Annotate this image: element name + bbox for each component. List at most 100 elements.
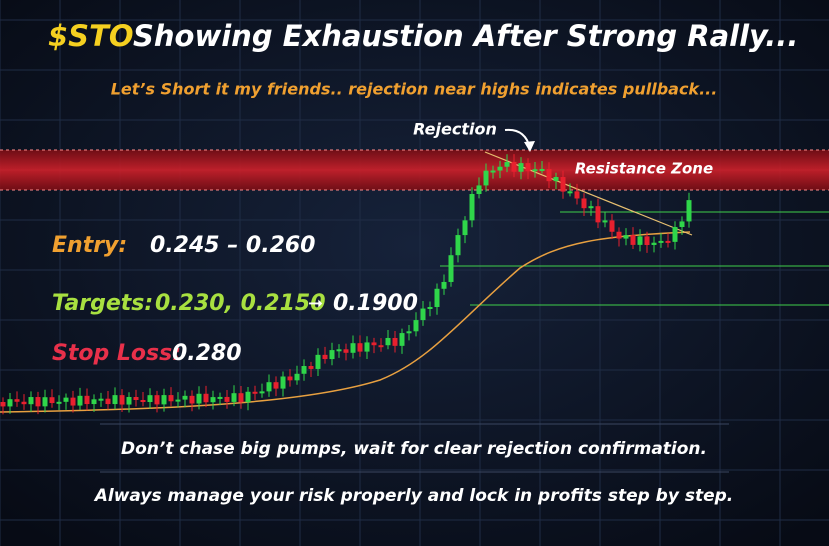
candle [238,393,244,403]
candle [329,350,335,360]
subtitle: Let’s Short it my friends.. rejection ne… [111,80,718,99]
candle [609,220,615,232]
candle [434,288,440,308]
candle [280,376,286,389]
candle [574,191,580,199]
candle [98,398,104,401]
candle [322,354,328,360]
candle [378,345,384,348]
candle [336,349,342,352]
candle [84,395,90,405]
candle [14,399,20,402]
candle [343,349,349,353]
candle [581,198,587,209]
entry-value: 0.245 – 0.260 [150,233,316,258]
candle [651,242,657,245]
candle [483,170,489,186]
candle [21,401,27,405]
candle [518,163,524,172]
candle [686,200,692,222]
stop-value: 0.280 [172,341,242,366]
candle [119,395,125,405]
candle [112,395,118,405]
candle [35,397,41,407]
candle [469,193,475,221]
candle [175,399,181,402]
candle [308,366,314,369]
candle [70,397,76,406]
resistance-label: Resistance Zone [575,160,713,178]
rejection-arrowhead [524,141,535,152]
candle [392,337,398,346]
candle [525,163,531,172]
entry-label: Entry: [52,233,127,258]
candle [350,343,356,353]
candle [28,397,34,405]
candle [364,342,370,352]
candle [532,169,538,172]
candle [252,391,258,394]
candle [147,395,153,403]
candle [644,236,650,245]
candle [63,397,69,402]
candle [49,397,55,404]
candle [266,382,272,392]
candle [455,235,461,256]
candle [497,166,503,171]
candle [7,399,13,407]
candle [539,169,545,172]
candle [588,206,594,209]
footer-line: Always manage your risk properly and loc… [93,486,734,506]
candle [231,393,237,402]
candle [679,221,685,228]
candle [42,397,48,407]
candle [315,354,321,369]
candle [182,395,188,400]
candle [196,393,202,404]
candle [259,391,265,394]
candle [490,170,496,173]
moving-average [0,231,691,413]
candle [294,373,300,381]
candle [672,227,678,242]
candle [371,342,377,346]
candle [385,337,391,346]
candles [0,154,692,415]
candle [203,393,209,403]
candle [504,161,510,167]
candle [56,401,62,404]
candle [448,255,454,282]
ticker: $STO [48,19,134,53]
candle [133,397,139,401]
candle [413,320,419,332]
candle [441,281,447,289]
candle [0,402,6,407]
candle [273,382,279,389]
candle [623,235,629,239]
candle [224,396,230,402]
candle [567,191,573,194]
candle [77,395,83,406]
candle [105,398,111,405]
candle [595,206,601,223]
candle [357,343,363,352]
candle [511,161,517,172]
targets-arrow: ➞ [308,293,323,314]
targets-label: Targets: [52,291,153,316]
candle [287,376,293,381]
resistance-zone [0,150,829,190]
candle [553,177,559,182]
footer-line: Don’t chase big pumps, wait for clear re… [121,439,707,459]
candle [301,366,307,374]
candle [210,397,216,403]
candle [154,395,160,405]
stop-label: Stop Loss: [52,341,181,366]
candle [245,391,251,403]
candle [476,185,482,194]
candle [399,333,405,346]
candle [189,395,195,404]
